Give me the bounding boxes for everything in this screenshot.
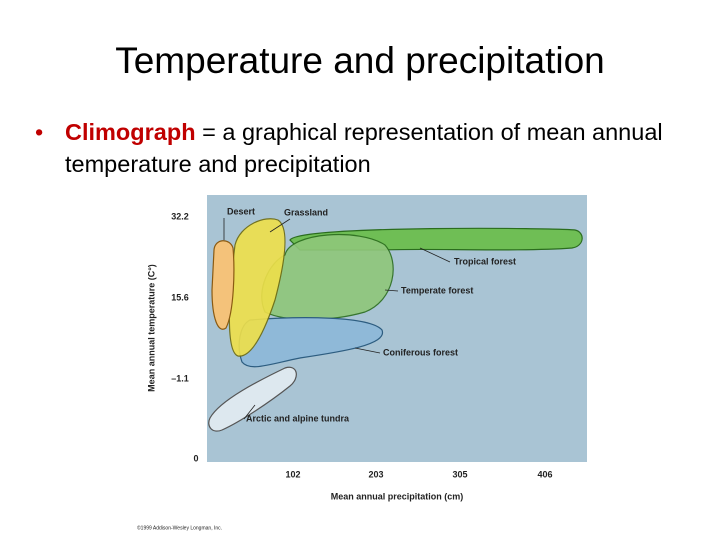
region-label: Arctic and alpine tundra <box>246 413 350 423</box>
bullet: • Climograph = a graphical representation… <box>35 116 720 180</box>
y-tick-label: 32.2 <box>171 211 189 221</box>
bullet-text: = a graphical representation of mean ann… <box>65 119 663 177</box>
bullet-dot: • <box>35 119 44 145</box>
y-tick-label: 0 <box>193 453 198 463</box>
y-tick-label: 15.6 <box>171 292 189 302</box>
region-label: Temperate forest <box>401 285 473 295</box>
x-tick-label: 102 <box>285 469 300 479</box>
x-tick-label: 305 <box>452 469 467 479</box>
region-label: Desert <box>227 206 255 216</box>
x-axis-label: Mean annual precipitation (cm) <box>331 491 464 501</box>
x-tick-label: 406 <box>537 469 552 479</box>
y-axis-label: Mean annual temperature (C°) <box>146 264 156 392</box>
slide-title: Temperature and precipitation <box>115 40 605 81</box>
region-label: Coniferous forest <box>383 347 458 357</box>
region-label: Tropical forest <box>454 256 516 266</box>
y-tick-label: –1.1 <box>171 373 189 383</box>
bullet-term: Climograph <box>65 119 196 145</box>
grassland-region <box>228 218 286 357</box>
desert-region <box>211 240 235 330</box>
leader-lines <box>223 218 451 420</box>
x-tick-label: 203 <box>368 469 383 479</box>
region-label: Grassland <box>284 207 328 217</box>
credit: ©1999 Addison-Wesley Longman, Inc. <box>137 524 222 531</box>
tundra-region <box>208 366 297 432</box>
